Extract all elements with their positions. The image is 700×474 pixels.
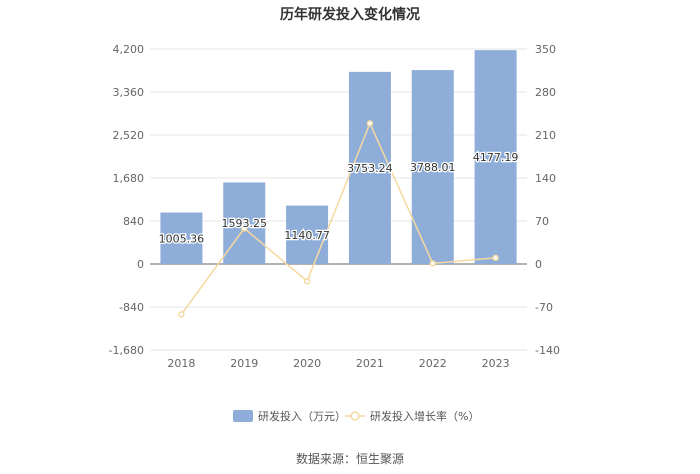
growth-point <box>492 254 499 262</box>
bar-data-label: 3753.24 <box>347 162 393 175</box>
bar <box>223 182 266 264</box>
growth-point <box>429 260 436 267</box>
bar <box>474 50 517 264</box>
y-right-tick-label: -140 <box>535 344 560 357</box>
bar-data-label: 1005.36 <box>159 232 205 245</box>
y-right-tick-label: 0 <box>535 258 542 271</box>
y-left-tick-label: 0 <box>137 258 144 271</box>
y-left-tick-label: 840 <box>123 215 144 228</box>
growth-point <box>241 225 248 232</box>
y-right-tick-label: -70 <box>535 301 553 314</box>
bar <box>286 205 329 264</box>
x-tick-label: 2021 <box>356 357 384 370</box>
growth-point <box>178 311 185 318</box>
y-right-tick-label: 280 <box>535 86 556 99</box>
bar-data-label: 1593.25 <box>222 217 268 230</box>
y-right-tick-label: 140 <box>535 172 556 185</box>
y-left-tick-label: 1,680 <box>113 172 145 185</box>
chart-title: 历年研发投入变化情况 <box>280 7 420 23</box>
bar-data-label: 4177.19 <box>473 151 519 164</box>
combo-chart: 4,200 3,360 2,520 1,680 840 0 -840 -1,680 350 280… <box>109 43 560 423</box>
y-right-tick-label: 350 <box>535 43 556 56</box>
bar-data-label: 3788.01 <box>410 161 456 174</box>
x-tick-label: 2018 <box>167 357 195 370</box>
legend-label-bar: 研发投入（万元） <box>258 409 346 423</box>
y-left-tick-label: 2,520 <box>113 129 145 142</box>
x-tick-label: 2022 <box>419 357 447 370</box>
x-tick-label: 2020 <box>293 357 321 370</box>
x-tick-label: 2019 <box>230 357 258 370</box>
bar <box>160 212 203 264</box>
bar-data-label: 1140.77 <box>284 229 330 242</box>
legend-swatch-bar <box>233 410 253 422</box>
growth-point <box>303 277 311 285</box>
x-tick-label: 2023 <box>482 357 510 370</box>
data-source: 数据来源：恒生聚源 <box>295 452 404 466</box>
growth-line <box>180 121 496 315</box>
growth-point <box>366 120 374 127</box>
y-left-tick-label: 4,200 <box>113 43 145 56</box>
legend-swatch-point <box>350 411 360 421</box>
y-left-tick-label: -840 <box>119 301 144 314</box>
legend-label-line: 研发投入增长率（%） <box>370 409 479 423</box>
y-left-tick-label: -1,680 <box>109 344 144 357</box>
bar <box>348 71 391 264</box>
y-right-tick-label: 70 <box>535 215 549 228</box>
y-right-tick-label: 210 <box>535 129 556 142</box>
y-left-tick-label: 3,360 <box>113 86 145 99</box>
